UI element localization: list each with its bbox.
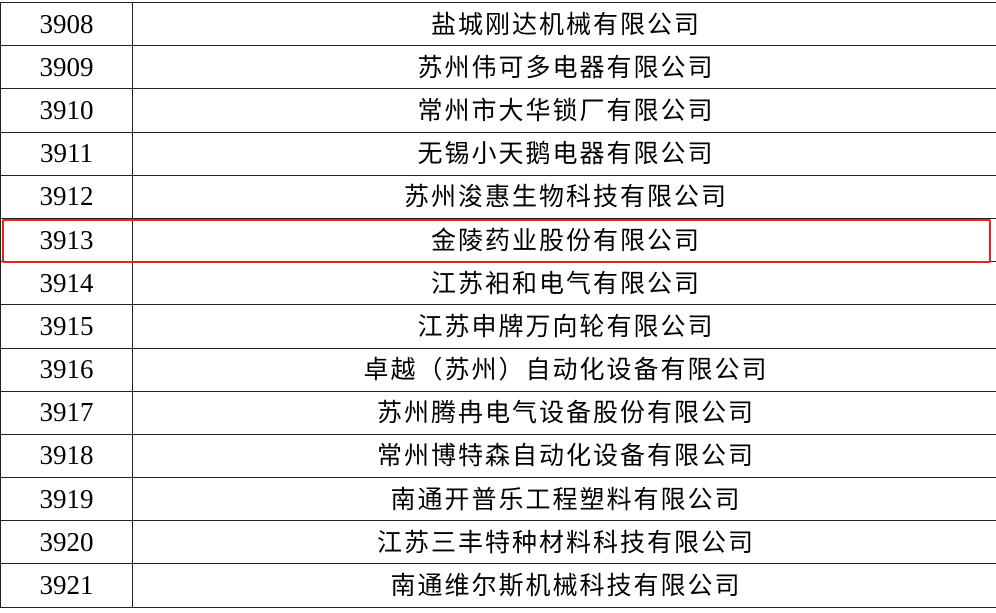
row-number: 3919 [0, 477, 133, 522]
row-number: 3918 [0, 433, 133, 479]
row-number: 3913 [0, 217, 133, 263]
table-row: 3914 江苏衵和电气有限公司 [0, 261, 996, 306]
company-name: 常州博特森自动化设备有限公司 [132, 433, 996, 479]
company-name: 金陵药业股份有限公司 [132, 217, 996, 263]
table-row: 3911 无锡小天鹅电器有限公司 [0, 131, 996, 176]
table-row: 3919 南通开普乐工程塑料有限公司 [0, 477, 996, 522]
row-number: 3908 [0, 1, 133, 47]
table-row: 3910 常州市大华锁厂有限公司 [0, 88, 996, 133]
company-name: 江苏申牌万向轮有限公司 [132, 304, 996, 349]
row-number: 3909 [0, 45, 133, 90]
table-row: 3918 常州博特森自动化设备有限公司 [0, 433, 996, 479]
row-number: 3921 [0, 563, 133, 608]
company-name: 苏州腾冉电气设备股份有限公司 [132, 390, 996, 435]
company-name: 盐城刚达机械有限公司 [132, 1, 996, 47]
company-name: 苏州浚惠生物科技有限公司 [132, 174, 996, 219]
table-row: 3908 盐城刚达机械有限公司 [0, 1, 996, 47]
company-name: 卓越（苏州）自动化设备有限公司 [132, 347, 996, 392]
table-row: 3909 苏州伟可多电器有限公司 [0, 45, 996, 90]
company-name: 常州市大华锁厂有限公司 [132, 88, 996, 133]
company-name: 江苏三丰特种材料科技有限公司 [132, 520, 996, 565]
table-row: 3921 南通维尔斯机械科技有限公司 [0, 563, 996, 608]
table-row: 3917 苏州腾冉电气设备股份有限公司 [0, 390, 996, 435]
row-number: 3911 [0, 131, 133, 176]
table-row: 3916 卓越（苏州）自动化设备有限公司 [0, 347, 996, 392]
table-row: 3915 江苏申牌万向轮有限公司 [0, 304, 996, 349]
table-row: 3920 江苏三丰特种材料科技有限公司 [0, 520, 996, 565]
row-number: 3914 [0, 261, 133, 306]
table-row: 3912 苏州浚惠生物科技有限公司 [0, 174, 996, 219]
row-number: 3912 [0, 174, 133, 219]
company-name: 南通开普乐工程塑料有限公司 [132, 477, 996, 522]
company-name: 苏州伟可多电器有限公司 [132, 45, 996, 90]
row-number: 3915 [0, 304, 133, 349]
company-name: 南通维尔斯机械科技有限公司 [132, 563, 996, 608]
row-number: 3917 [0, 390, 133, 435]
company-name: 无锡小天鹅电器有限公司 [132, 131, 996, 176]
table-row: 3913 金陵药业股份有限公司 [0, 217, 996, 263]
company-name: 江苏衵和电气有限公司 [132, 261, 996, 306]
row-number: 3916 [0, 347, 133, 392]
row-number: 3920 [0, 520, 133, 565]
row-number: 3910 [0, 88, 133, 133]
